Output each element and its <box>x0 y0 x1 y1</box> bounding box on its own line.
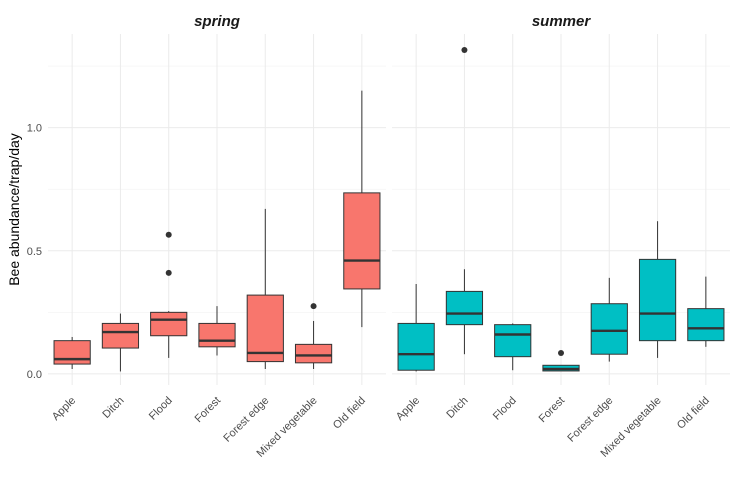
spring-ditch-box <box>101 322 140 349</box>
summer-flood-box <box>494 324 532 358</box>
spring-x-tick-label-flood: Flood <box>147 395 175 423</box>
marks-layer <box>53 47 725 372</box>
spring-x-tick-label-old-field: Old field <box>331 395 368 432</box>
y-tick-label: 1.0 <box>27 123 42 135</box>
y-axis-title: Bee abundance/trap/day <box>6 133 22 286</box>
summer-panel-title: summer <box>532 13 592 30</box>
spring-old-field-box <box>343 192 381 290</box>
summer-x-tick-label-forest: Forest <box>537 395 568 426</box>
spring-forest-edge-box <box>246 294 284 363</box>
summer-forest-edge-box <box>590 303 628 355</box>
spring-flood-outlier <box>165 269 172 276</box>
spring-x-tick-label-forest-edge: Forest edge <box>221 395 271 445</box>
y-tick-label: 0.5 <box>27 246 42 258</box>
summer-x-tick-label-flood: Flood <box>491 395 519 423</box>
spring-flood-outlier <box>165 231 172 238</box>
spring-apple-box <box>53 340 91 365</box>
y-tick-label: 0.0 <box>27 369 42 381</box>
summer-x-tick-label-apple: Apple <box>394 395 422 423</box>
spring-mixed-vegetable-outlier <box>310 303 317 310</box>
spring-forest-box <box>198 322 236 348</box>
summer-ditch-outlier <box>461 47 468 54</box>
summer-ditch-box <box>445 290 484 326</box>
spring-x-tick-label-apple: Apple <box>50 395 78 423</box>
spring-x-tick-label-ditch: Ditch <box>100 395 126 421</box>
summer-forest-outlier <box>558 349 564 356</box>
summer-old-field-box <box>687 308 725 342</box>
spring-flood-box <box>150 311 188 337</box>
summer-mixed-vegetable-box <box>638 258 677 342</box>
spring-panel-title: spring <box>194 13 240 30</box>
summer-x-tick-label-old-field: Old field <box>675 395 712 432</box>
spring-x-tick-label-forest: Forest <box>193 395 224 426</box>
summer-apple-box <box>397 322 435 371</box>
summer-x-tick-label-ditch: Ditch <box>444 395 470 421</box>
summer-x-tick-label-forest-edge: Forest edge <box>565 395 615 445</box>
spring-mixed-vegetable-box <box>294 343 333 364</box>
